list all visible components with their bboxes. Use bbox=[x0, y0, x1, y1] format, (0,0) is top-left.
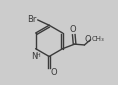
Text: CH₃: CH₃ bbox=[92, 36, 105, 42]
Text: Br: Br bbox=[27, 15, 36, 24]
Text: H: H bbox=[35, 53, 40, 58]
Text: O: O bbox=[85, 35, 91, 44]
Text: O: O bbox=[50, 68, 57, 77]
Text: O: O bbox=[70, 25, 76, 34]
Text: N: N bbox=[32, 52, 38, 61]
